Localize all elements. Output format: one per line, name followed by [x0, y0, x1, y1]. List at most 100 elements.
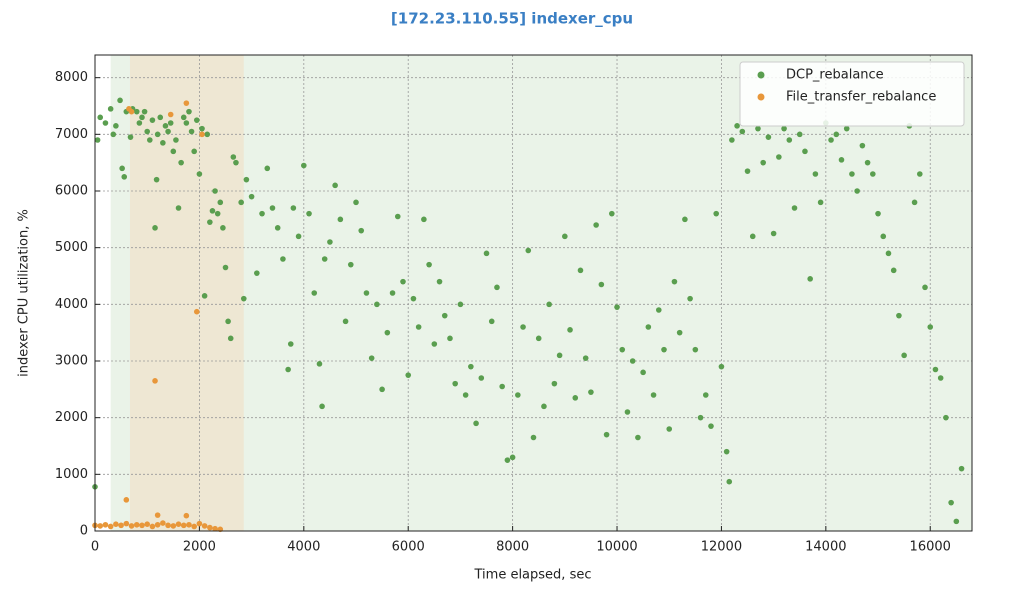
data-point	[248, 193, 255, 200]
y-tick-label: 5000	[55, 240, 88, 255]
data-point	[535, 335, 542, 342]
data-point	[749, 233, 756, 240]
data-point	[152, 378, 158, 384]
data-point	[321, 256, 328, 262]
data-point	[175, 205, 182, 211]
data-point	[311, 290, 318, 296]
data-point	[692, 346, 699, 353]
data-point	[426, 261, 432, 268]
data-point	[541, 403, 547, 410]
data-point	[483, 250, 490, 257]
data-point	[123, 520, 130, 527]
data-point	[180, 114, 187, 121]
data-point	[462, 392, 469, 398]
data-point	[191, 148, 197, 155]
data-point	[911, 199, 918, 206]
data-point	[488, 318, 495, 325]
data-point	[650, 392, 657, 398]
data-point	[199, 125, 205, 132]
data-point	[410, 295, 417, 302]
grid-layer: 0 2000 4000 6000 8000 10000 12000 14000 16000 0 10…	[55, 55, 972, 555]
data-point	[162, 123, 169, 129]
data-point	[655, 307, 662, 313]
data-point	[212, 188, 218, 194]
y-tick-label: 4000	[55, 297, 88, 312]
data-point	[209, 208, 216, 214]
data-point	[567, 327, 573, 333]
data-point	[170, 523, 177, 529]
data-point	[306, 210, 312, 217]
data-point	[186, 108, 192, 115]
data-point	[154, 521, 161, 528]
data-point	[812, 171, 819, 177]
data-point	[765, 134, 772, 140]
data-point	[504, 457, 511, 463]
data-point	[901, 352, 907, 359]
data-point	[167, 111, 174, 118]
plot-frame	[94, 54, 973, 532]
data-point	[582, 355, 589, 361]
data-point	[347, 261, 354, 268]
data-point	[833, 131, 840, 138]
data-point	[264, 165, 271, 172]
x-tick-label: 0	[91, 540, 99, 555]
data-point	[121, 174, 128, 180]
data-point	[217, 199, 224, 206]
data-point	[133, 521, 140, 528]
data-point	[175, 521, 182, 527]
data-point	[729, 137, 735, 143]
data-point	[139, 114, 145, 121]
x-tick-label: 14000	[805, 540, 846, 555]
data-point	[144, 128, 151, 135]
data-point	[332, 182, 338, 189]
data-point	[152, 225, 158, 231]
data-point	[113, 123, 119, 129]
data-point	[363, 290, 370, 296]
data-point	[157, 114, 164, 121]
x-axis-label: Time elapsed, sec	[474, 568, 592, 583]
data-point	[624, 409, 631, 415]
data-point	[147, 137, 153, 143]
x-tick-label: 8000	[496, 540, 529, 555]
data-point	[525, 247, 532, 254]
data-point	[958, 465, 965, 472]
data-point	[316, 361, 323, 367]
data-point	[723, 448, 730, 455]
data-point	[201, 293, 208, 299]
data-point	[885, 250, 892, 257]
data-point	[870, 171, 876, 177]
chart-title: [172.23.110.55] indexer_cpu	[391, 10, 633, 28]
data-point	[102, 120, 109, 126]
data-point	[113, 521, 119, 527]
data-point	[421, 216, 427, 223]
data-point	[640, 369, 646, 376]
data-point	[301, 162, 307, 169]
data-point	[165, 128, 171, 135]
data-point	[927, 324, 934, 330]
data-point	[107, 106, 114, 112]
data-point	[254, 270, 260, 276]
data-point	[802, 148, 808, 155]
data-point	[922, 284, 928, 291]
data-point	[687, 295, 693, 302]
data-point	[389, 290, 396, 296]
data-point	[776, 154, 782, 160]
data-point	[97, 523, 104, 529]
data-point	[478, 375, 485, 381]
data-point	[196, 171, 203, 177]
data-point	[520, 324, 526, 330]
data-point	[290, 205, 297, 211]
data-point	[102, 521, 109, 528]
data-point	[494, 284, 500, 291]
data-point	[791, 205, 798, 211]
data-point	[781, 125, 787, 132]
x-tick-label: 16000	[910, 540, 951, 555]
data-point	[149, 117, 156, 123]
data-point	[319, 403, 325, 410]
data-point	[118, 522, 124, 529]
data-point	[452, 380, 458, 387]
data-point	[713, 210, 720, 217]
data-point	[337, 216, 344, 223]
y-axis-label: indexer CPU utilization, %	[17, 209, 32, 377]
